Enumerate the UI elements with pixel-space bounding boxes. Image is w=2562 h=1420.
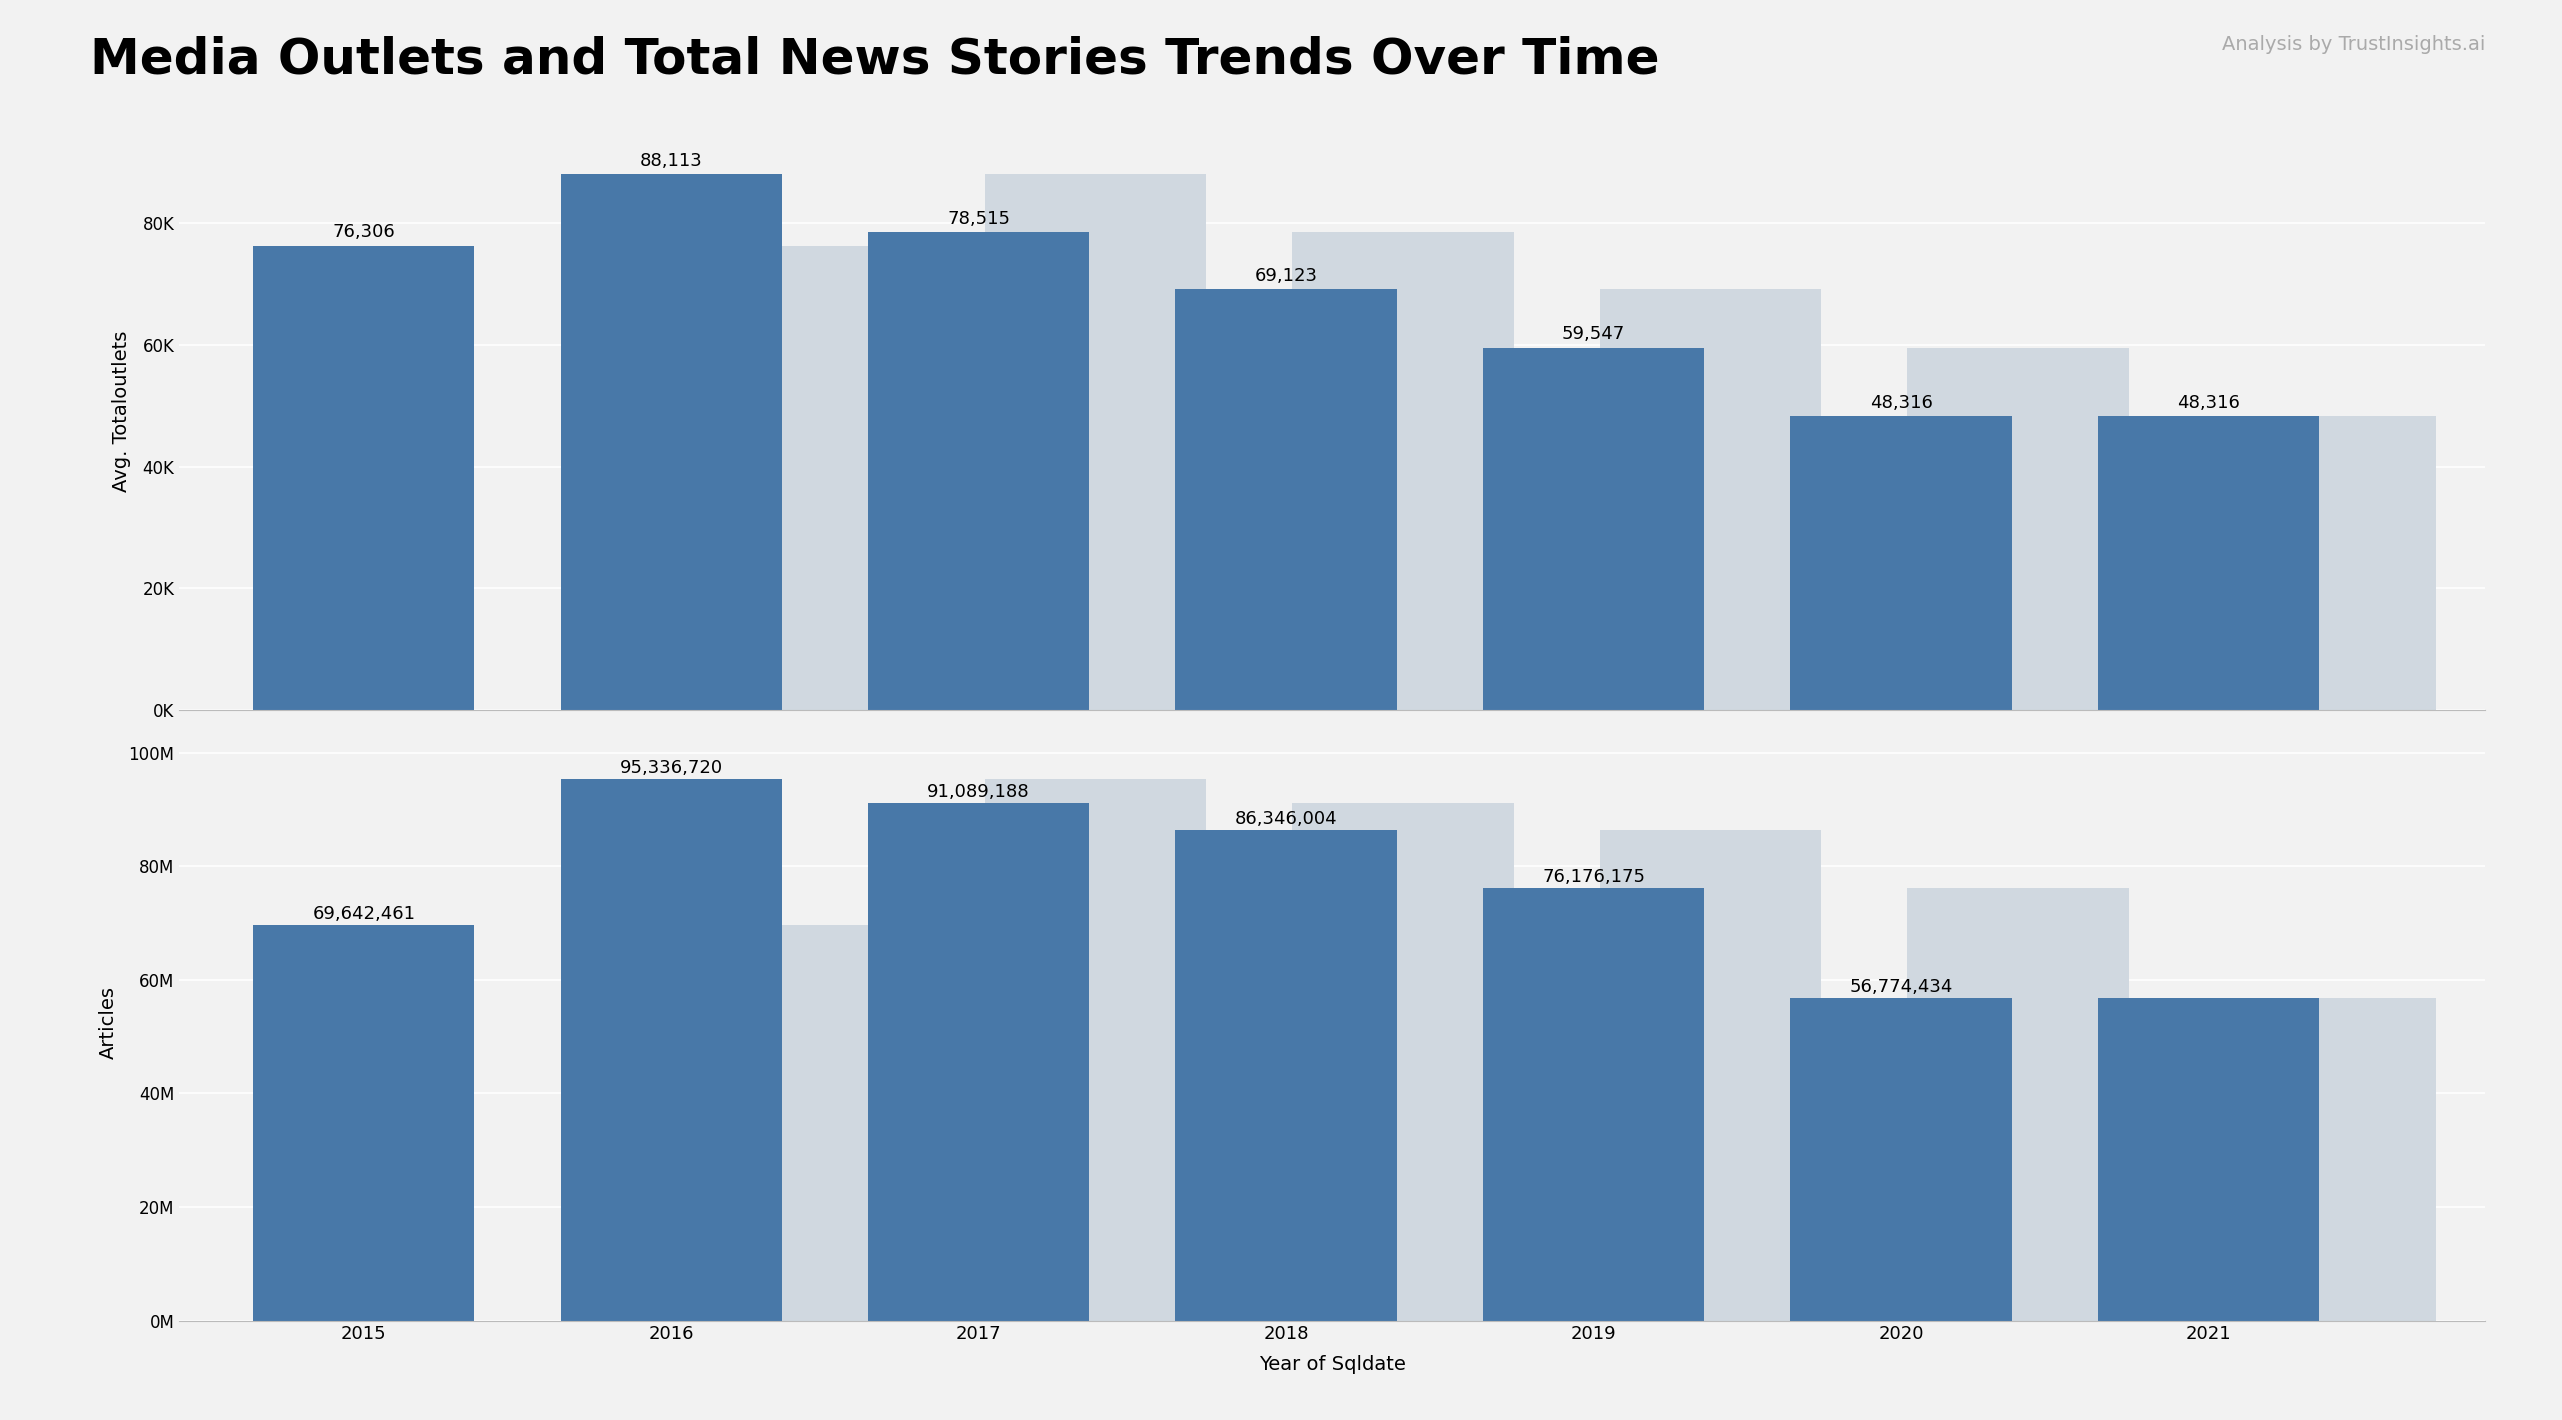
Text: Analysis by TrustInsights.ai: Analysis by TrustInsights.ai xyxy=(2221,36,2485,54)
Bar xyxy=(1599,831,1822,1321)
Bar xyxy=(254,246,474,710)
Bar xyxy=(676,924,899,1321)
Bar xyxy=(1291,804,1514,1321)
Text: Media Outlets and Total News Stories Trends Over Time: Media Outlets and Total News Stories Tre… xyxy=(90,36,1660,84)
Bar xyxy=(869,233,1089,710)
Bar xyxy=(1176,290,1396,710)
Bar xyxy=(1791,416,2011,710)
Text: 91,089,188: 91,089,188 xyxy=(927,782,1030,801)
Text: 56,774,434: 56,774,434 xyxy=(1850,978,1952,995)
Bar xyxy=(1483,888,1704,1321)
Bar xyxy=(1599,290,1822,710)
Y-axis label: Avg. Totaloutlets: Avg. Totaloutlets xyxy=(113,331,131,493)
Bar xyxy=(1176,831,1396,1321)
Bar xyxy=(1906,888,2129,1321)
Bar xyxy=(1291,233,1514,710)
Text: 78,515: 78,515 xyxy=(948,210,1009,229)
Bar xyxy=(561,780,781,1321)
Bar xyxy=(2098,998,2319,1321)
Text: 86,346,004: 86,346,004 xyxy=(1235,809,1337,828)
Bar xyxy=(1791,998,2011,1321)
Text: 48,316: 48,316 xyxy=(1870,393,1932,412)
Text: 69,123: 69,123 xyxy=(1255,267,1317,285)
Bar xyxy=(1483,348,1704,710)
Bar xyxy=(2098,416,2319,710)
Bar xyxy=(869,804,1089,1321)
Text: 88,113: 88,113 xyxy=(640,152,702,169)
Bar xyxy=(561,173,781,710)
Text: 95,336,720: 95,336,720 xyxy=(620,758,722,777)
Text: 76,176,175: 76,176,175 xyxy=(1542,868,1645,886)
Text: 48,316: 48,316 xyxy=(2178,393,2239,412)
Y-axis label: Articles: Articles xyxy=(97,985,118,1059)
X-axis label: Year of Sqldate: Year of Sqldate xyxy=(1258,1355,1407,1373)
Bar xyxy=(676,246,899,710)
Bar xyxy=(2214,998,2436,1321)
Bar xyxy=(2214,416,2436,710)
Bar xyxy=(984,780,1207,1321)
Bar xyxy=(984,173,1207,710)
Bar xyxy=(254,924,474,1321)
Bar xyxy=(1906,348,2129,710)
Text: 59,547: 59,547 xyxy=(1563,325,1624,344)
Text: 76,306: 76,306 xyxy=(333,223,395,241)
Text: 69,642,461: 69,642,461 xyxy=(313,905,415,923)
